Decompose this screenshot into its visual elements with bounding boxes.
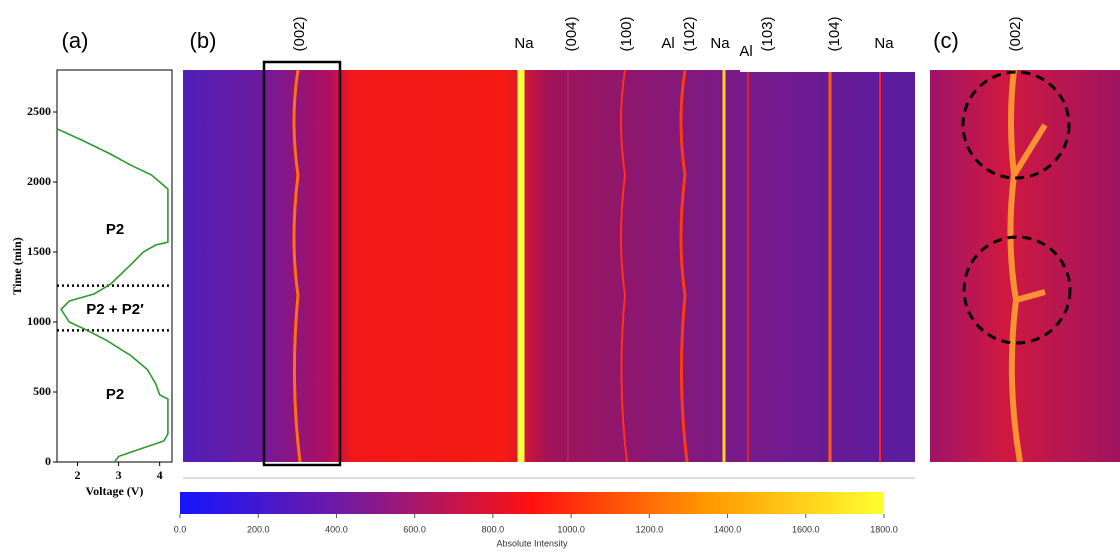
panel-label: (b) (190, 28, 217, 53)
plot-frame (56, 69, 173, 463)
colorbar (180, 492, 884, 514)
peak-label: (002) (291, 16, 308, 51)
colorbar-tick-label: 1800.0 (870, 524, 898, 534)
colorbar-tick-label: 1000.0 (557, 524, 585, 534)
zoom-image (930, 70, 1120, 462)
x-tick-label: 3 (116, 468, 122, 482)
peak-label: Al (661, 35, 674, 52)
peak-label: Na (710, 35, 730, 52)
phase-label: P2 (106, 386, 124, 403)
colorbar-tick-label: 1600.0 (792, 524, 820, 534)
y-axis-label: Time (min) (10, 237, 24, 294)
voltage-curve (56, 128, 169, 463)
zoom-line (1007, 69, 1048, 463)
peak-label: (104) (826, 16, 843, 51)
peak-label: (002) (1007, 16, 1024, 51)
x-tick-label: 2 (75, 468, 81, 482)
diffraction-line (679, 69, 689, 463)
y-tick-label: 1500 (27, 244, 51, 258)
highlight-circle (962, 235, 1072, 345)
peak-label: (100) (618, 16, 635, 51)
colorbar-tick-label: 1200.0 (636, 524, 664, 534)
x-axis-label: Voltage (V) (86, 484, 144, 498)
colorbar-tick-label: 1400.0 (714, 524, 742, 534)
phase-label: P2 + P2′ (86, 301, 144, 318)
y-tick-label: 0 (45, 454, 51, 468)
diffraction-line (292, 69, 302, 463)
colorbar-tick-label: 200.0 (247, 524, 270, 534)
y-tick-label: 1000 (27, 314, 51, 328)
peak-label: (103) (759, 16, 776, 51)
peak-label: (004) (563, 16, 580, 51)
y-tick-label: 500 (33, 384, 51, 398)
panel-label: (c) (933, 28, 959, 53)
highlight-circle (961, 70, 1071, 180)
colorbar-tick-label: 800.0 (482, 524, 505, 534)
heatmap-image (183, 70, 915, 462)
colorbar-tick-label: 0.0 (174, 524, 187, 534)
peak-label: Na (514, 35, 534, 52)
highlight-box (262, 60, 342, 467)
x-tick-label: 4 (157, 468, 163, 482)
panel-label: (a) (62, 28, 89, 53)
peak-label: Al (739, 43, 752, 60)
diffraction-line (620, 69, 628, 463)
colorbar-tick-label: 600.0 (403, 524, 426, 534)
peak-label: (102) (681, 16, 698, 51)
y-tick-label: 2500 (27, 104, 51, 118)
colorbar-tick-label: 400.0 (325, 524, 348, 534)
y-tick-label: 2000 (27, 174, 51, 188)
colorbar-label: Absolute Intensity (496, 538, 568, 548)
peak-label: Na (874, 35, 894, 52)
phase-label: P2 (106, 221, 124, 238)
